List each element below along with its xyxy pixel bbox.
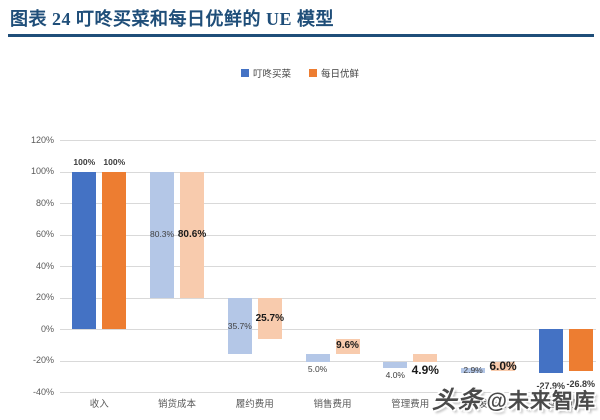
bar-dingdong-履约费用 [227,297,252,355]
x-axis-label: 收入 [89,399,109,410]
chart-legend: 叮咚买菜 每日优鲜 [0,66,600,80]
bar-label-missfresh-销售费用: 9.6% [336,340,359,352]
bar-missfresh-销售费用 [335,338,360,355]
bar-label-missfresh-收入: 100% [103,156,126,167]
y-tick-label: 0% [40,323,54,334]
x-axis-label: 销售费用 [313,399,352,410]
x-axis-label: 营业利润 [546,399,585,410]
x-axis-label: 销货成本 [158,399,197,410]
bar-label-dingdong-营业利润: -27.9% [536,380,566,391]
x-axis-label: 管理费用 [391,399,430,410]
legend-label-dingdong: 叮咚买菜 [252,69,291,80]
gridline [60,203,596,204]
gridline [60,392,596,393]
gridline [60,297,596,299]
bar-label-dingdong-管理费用: 4.0% [385,370,405,381]
bar-label-dingdong-收入: 100% [73,156,96,167]
bar-label-dingdong-研发费用: 2.9% [463,365,483,376]
y-tick-label: -20% [32,355,54,365]
gridline [60,140,596,141]
bar-dingdong-销售费用 [305,354,330,363]
bar-missfresh-管理费用 [413,354,438,362]
gridline [60,266,596,267]
bar-missfresh-研发费用 [491,361,516,372]
x-axis-label: 研发费用 [469,399,508,410]
bar-missfresh-销货成本 [180,171,205,299]
bar-dingdong-研发费用 [461,368,486,373]
gridline [60,329,596,330]
y-tick-label: 120% [30,134,54,145]
y-tick-label: 100% [30,166,54,176]
legend-swatch-missfresh [309,69,317,77]
bar-missfresh-履约费用 [257,298,282,339]
legend-swatch-dingdong [240,69,249,77]
gridline [60,234,596,236]
gridline [60,171,596,173]
watermark: 头条 @未来智库 [430,380,596,415]
watermark-logo: 头条 [430,387,484,414]
bar-label-missfresh-管理费用: 4.9% [411,362,439,377]
title-underline [8,34,594,37]
watermark-handle: @未来智库 [486,390,596,413]
bar-dingdong-收入 [72,171,97,329]
legend-item-dingdong: 叮咚买菜 [240,66,291,80]
figure-title: 图表 24 叮咚买菜和每日优鲜的 UE 模型 [10,9,335,29]
bar-dingdong-管理费用 [383,362,408,369]
bar-label-missfresh-履约费用: 25.7% [255,312,284,324]
bar-label-missfresh-研发费用: 6.0% [489,358,517,373]
bar-label-missfresh-销货成本: 80.6% [177,228,207,240]
legend-label-missfresh: 每日优鲜 [321,69,360,80]
y-tick-label: 80% [35,197,54,208]
bar-dingdong-销货成本 [150,171,175,298]
y-tick-label: 40% [35,260,54,271]
legend-item-missfresh: 每日优鲜 [309,66,359,80]
bar-label-missfresh-营业利润: -26.8% [566,379,596,390]
bar-label-dingdong-销售费用: 5.0% [307,364,328,375]
bar-label-dingdong-销货成本: 80.3% [149,229,175,240]
bar-label-dingdong-履约费用: 35.7% [227,320,252,331]
y-tick-label: 60% [35,229,54,239]
bar-missfresh-营业利润 [568,329,593,372]
y-tick-label: -40% [32,386,54,397]
bar-dingdong-营业利润 [538,329,563,373]
y-tick-label: 20% [35,292,54,302]
bar-missfresh-收入 [102,171,127,329]
x-axis-label: 履约费用 [235,399,274,410]
